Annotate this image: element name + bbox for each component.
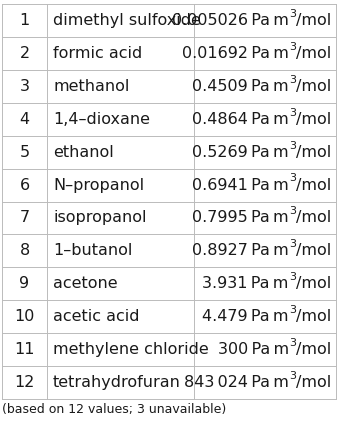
Text: 8: 8 (19, 243, 30, 258)
Text: isopropanol: isopropanol (53, 210, 147, 226)
Text: 3: 3 (289, 75, 296, 85)
Text: 1: 1 (19, 13, 30, 28)
Text: /mol: /mol (296, 145, 331, 160)
Text: 0.4864 Pa m: 0.4864 Pa m (192, 112, 289, 127)
Text: 4: 4 (20, 112, 30, 127)
Text: 3: 3 (289, 173, 296, 184)
Text: 3: 3 (289, 239, 296, 249)
Text: formic acid: formic acid (53, 46, 142, 61)
Text: 7: 7 (20, 210, 30, 226)
Text: dimethyl sulfoxide: dimethyl sulfoxide (53, 13, 201, 28)
Text: /mol: /mol (296, 79, 331, 94)
Text: 3: 3 (289, 9, 296, 19)
Text: 0.7995 Pa m: 0.7995 Pa m (192, 210, 289, 226)
Text: 9: 9 (20, 276, 30, 291)
Text: 6: 6 (20, 178, 30, 192)
Text: /mol: /mol (296, 276, 331, 291)
Text: /mol: /mol (296, 243, 331, 258)
Text: 843 024 Pa m: 843 024 Pa m (184, 375, 289, 390)
Text: acetone: acetone (53, 276, 118, 291)
Text: methanol: methanol (53, 79, 129, 94)
Text: 0.005026 Pa m: 0.005026 Pa m (172, 13, 289, 28)
Text: 1,4–dioxane: 1,4–dioxane (53, 112, 150, 127)
Text: 3: 3 (289, 272, 296, 282)
Text: ethanol: ethanol (53, 145, 114, 160)
Text: (based on 12 values; 3 unavailable): (based on 12 values; 3 unavailable) (2, 403, 226, 416)
Text: N–propanol: N–propanol (53, 178, 144, 192)
Text: 3: 3 (289, 371, 296, 381)
Text: 3.931 Pa m: 3.931 Pa m (202, 276, 289, 291)
Text: 0.8927 Pa m: 0.8927 Pa m (192, 243, 289, 258)
Text: 0.4509 Pa m: 0.4509 Pa m (192, 79, 289, 94)
Text: 3: 3 (289, 206, 296, 216)
Text: 3: 3 (289, 305, 296, 315)
Text: 10: 10 (14, 309, 35, 324)
Text: 2: 2 (20, 46, 30, 61)
Text: /mol: /mol (296, 309, 331, 324)
Text: 12: 12 (14, 375, 35, 390)
Text: /mol: /mol (296, 210, 331, 226)
Text: 0.01692 Pa m: 0.01692 Pa m (182, 46, 289, 61)
Text: 300 Pa m: 300 Pa m (218, 342, 289, 357)
Text: 3: 3 (20, 79, 29, 94)
Text: 0.6941 Pa m: 0.6941 Pa m (192, 178, 289, 192)
Text: tetrahydrofuran: tetrahydrofuran (53, 375, 181, 390)
Text: 3: 3 (289, 108, 296, 117)
Text: 11: 11 (14, 342, 35, 357)
Text: /mol: /mol (296, 46, 331, 61)
Text: 4.479 Pa m: 4.479 Pa m (202, 309, 289, 324)
Text: acetic acid: acetic acid (53, 309, 140, 324)
Text: 3: 3 (289, 42, 296, 52)
Text: methylene chloride: methylene chloride (53, 342, 209, 357)
Text: 5: 5 (20, 145, 30, 160)
Text: 0.5269 Pa m: 0.5269 Pa m (192, 145, 289, 160)
Text: /mol: /mol (296, 342, 331, 357)
Text: /mol: /mol (296, 112, 331, 127)
Text: 1–butanol: 1–butanol (53, 243, 132, 258)
Text: 3: 3 (289, 338, 296, 348)
Text: /mol: /mol (296, 13, 331, 28)
Text: /mol: /mol (296, 178, 331, 192)
Text: 3: 3 (289, 141, 296, 151)
Text: /mol: /mol (296, 375, 331, 390)
